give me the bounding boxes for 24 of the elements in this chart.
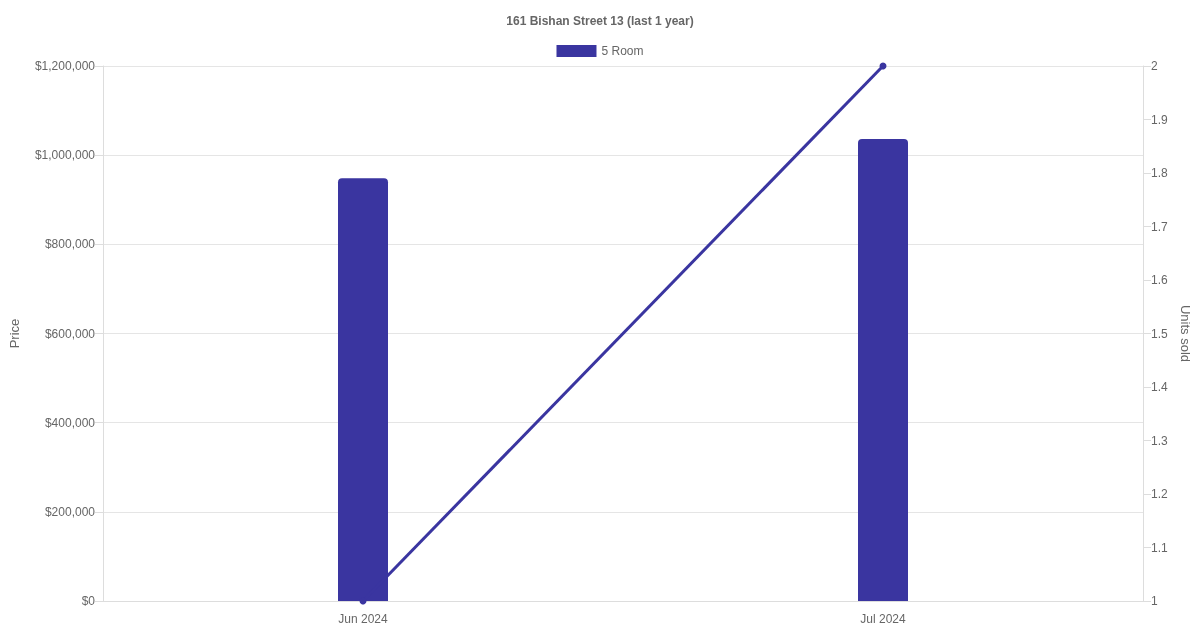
y-axis-title: Price bbox=[7, 318, 22, 349]
y2-tick-label: 1.9 bbox=[1151, 112, 1169, 127]
y-tick-label: $1,200,000 bbox=[34, 59, 96, 73]
y2-tick-label: 1.8 bbox=[1151, 166, 1169, 180]
y2-tick-label: 1.5 bbox=[1151, 326, 1169, 341]
y-tick-label: $1,000,000 bbox=[34, 148, 96, 163]
y2-axis-title: Units sold bbox=[1178, 304, 1193, 363]
y-tick-label: $0 bbox=[81, 594, 96, 608]
x-tick-label: Jun 2024 bbox=[338, 612, 389, 626]
legend-label: 5 Room bbox=[601, 44, 644, 58]
y-tick-label: $800,000 bbox=[44, 237, 96, 252]
chart-title: 161 Bishan Street 13 (last 1 year) bbox=[506, 14, 694, 28]
x-tick-label: Jul 2024 bbox=[860, 612, 907, 626]
y-tick-label: $400,000 bbox=[44, 415, 96, 430]
y-tick-label: $200,000 bbox=[44, 504, 96, 519]
y-tick-label: $600,000 bbox=[44, 326, 96, 341]
y2-tick-label: 1 bbox=[1151, 594, 1158, 608]
y2-tick-label: 1.1 bbox=[1151, 540, 1169, 555]
y2-tick-label: 1.4 bbox=[1151, 380, 1169, 394]
y2-tick-label: 1.3 bbox=[1151, 433, 1169, 448]
y2-tick-label: 1.2 bbox=[1151, 487, 1169, 501]
y2-tick-label: 1.6 bbox=[1151, 273, 1169, 287]
y2-tick-label: 2 bbox=[1151, 59, 1158, 73]
y2-tick-label: 1.7 bbox=[1151, 219, 1169, 234]
